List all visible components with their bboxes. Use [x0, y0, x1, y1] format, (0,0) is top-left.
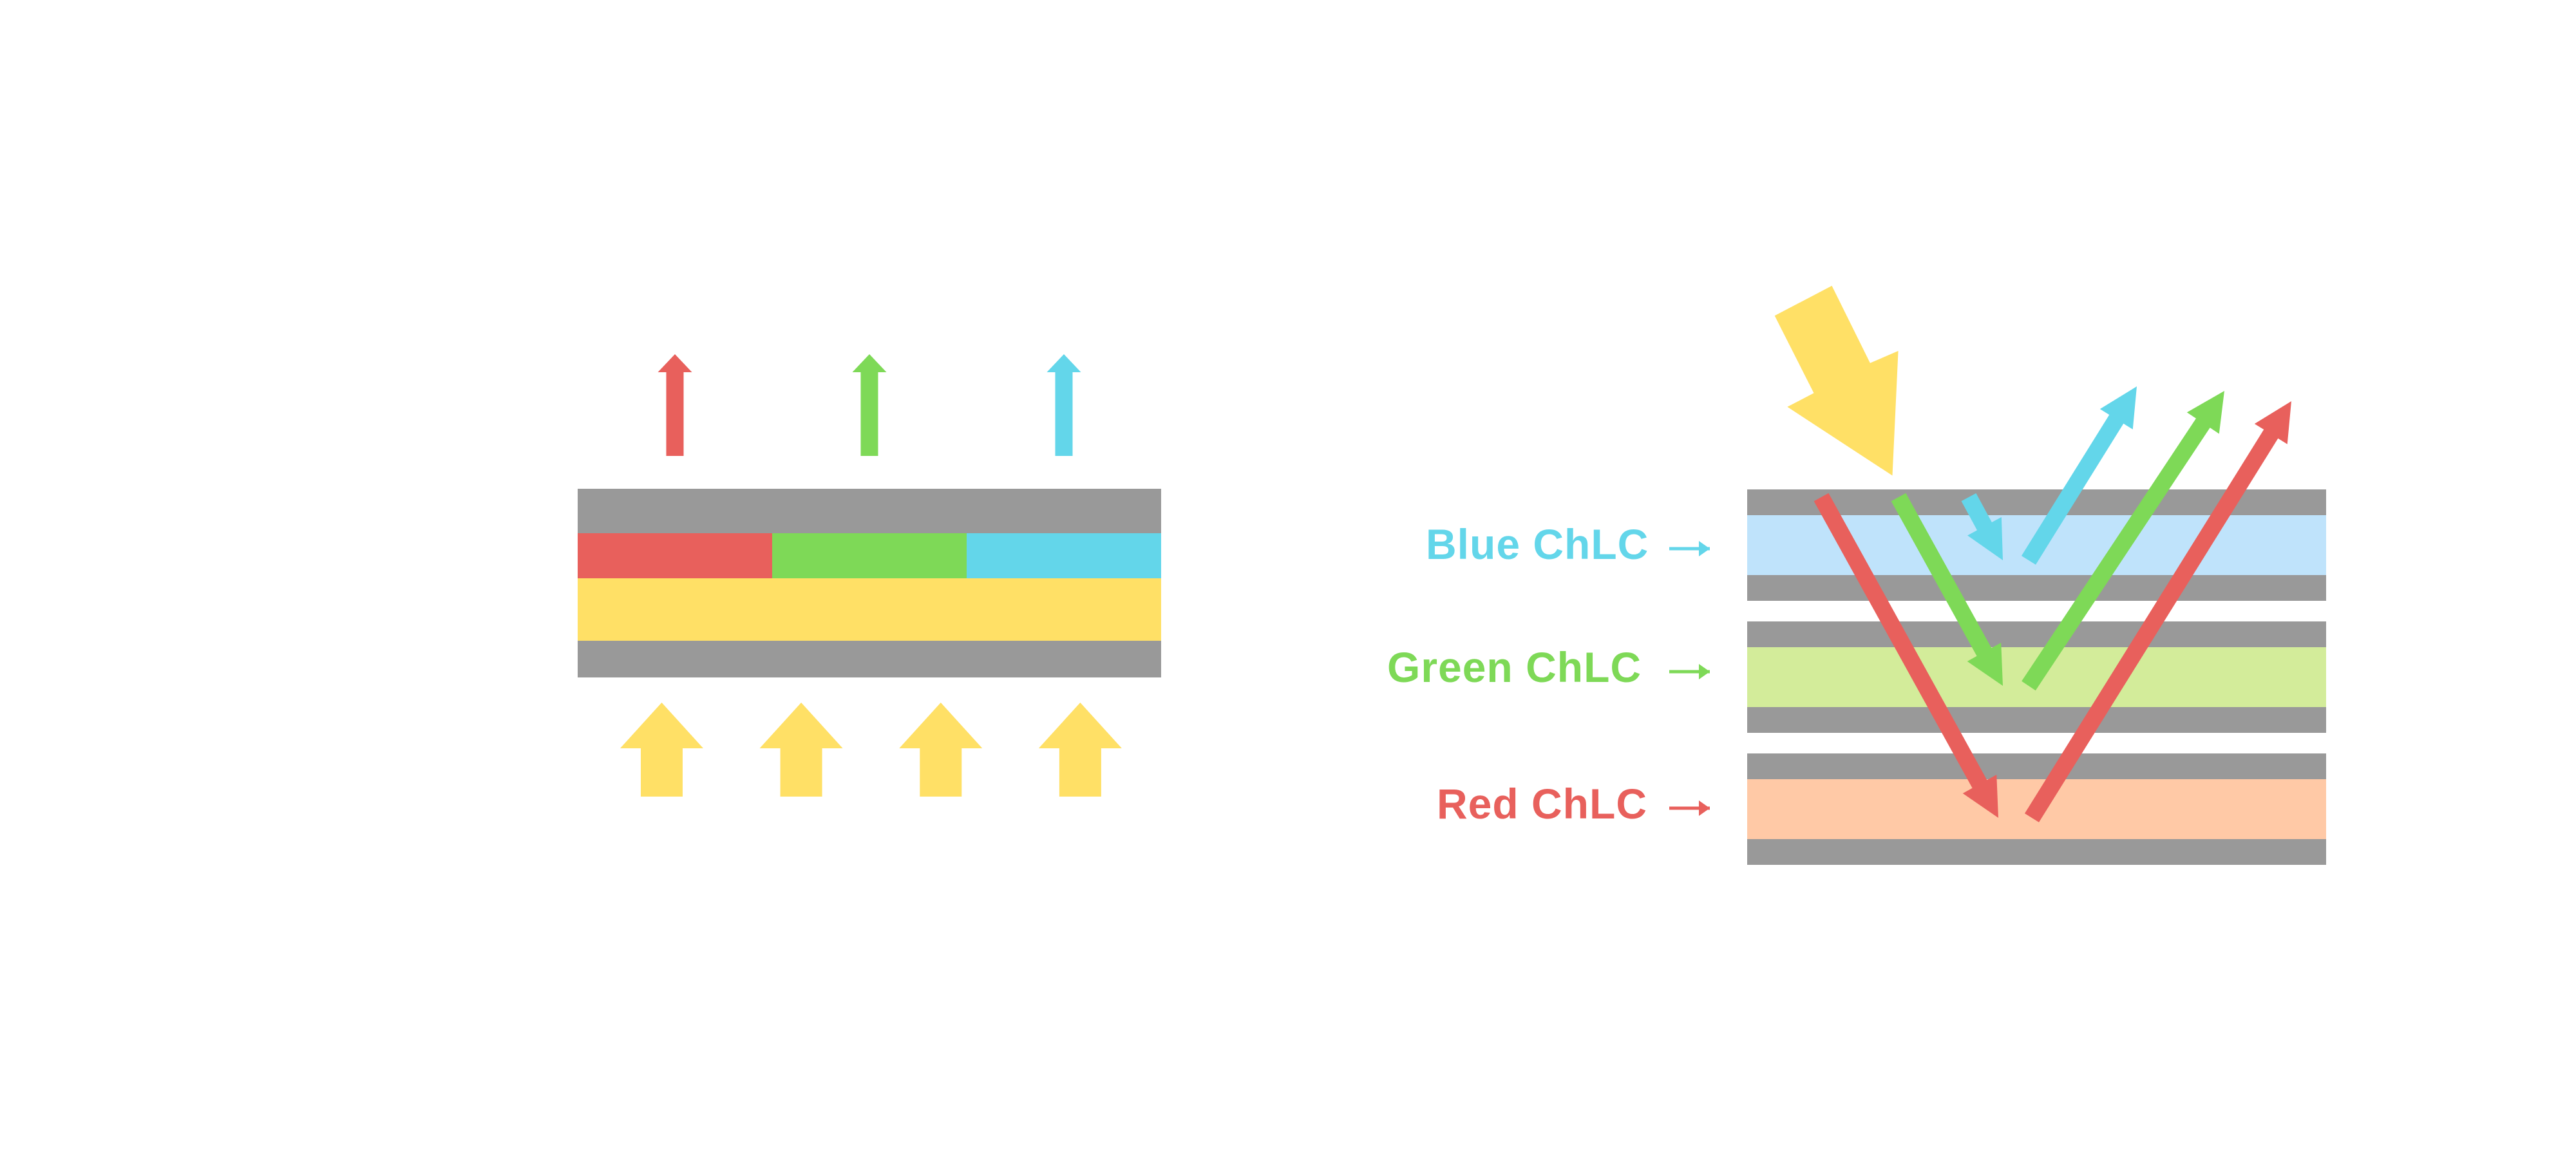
svg-text:Blue ChLC: Blue ChLC — [1426, 520, 1649, 568]
svg-text:Red ChLC: Red ChLC — [1437, 780, 1647, 828]
svg-text:Green ChLC: Green ChLC — [1387, 643, 1642, 691]
